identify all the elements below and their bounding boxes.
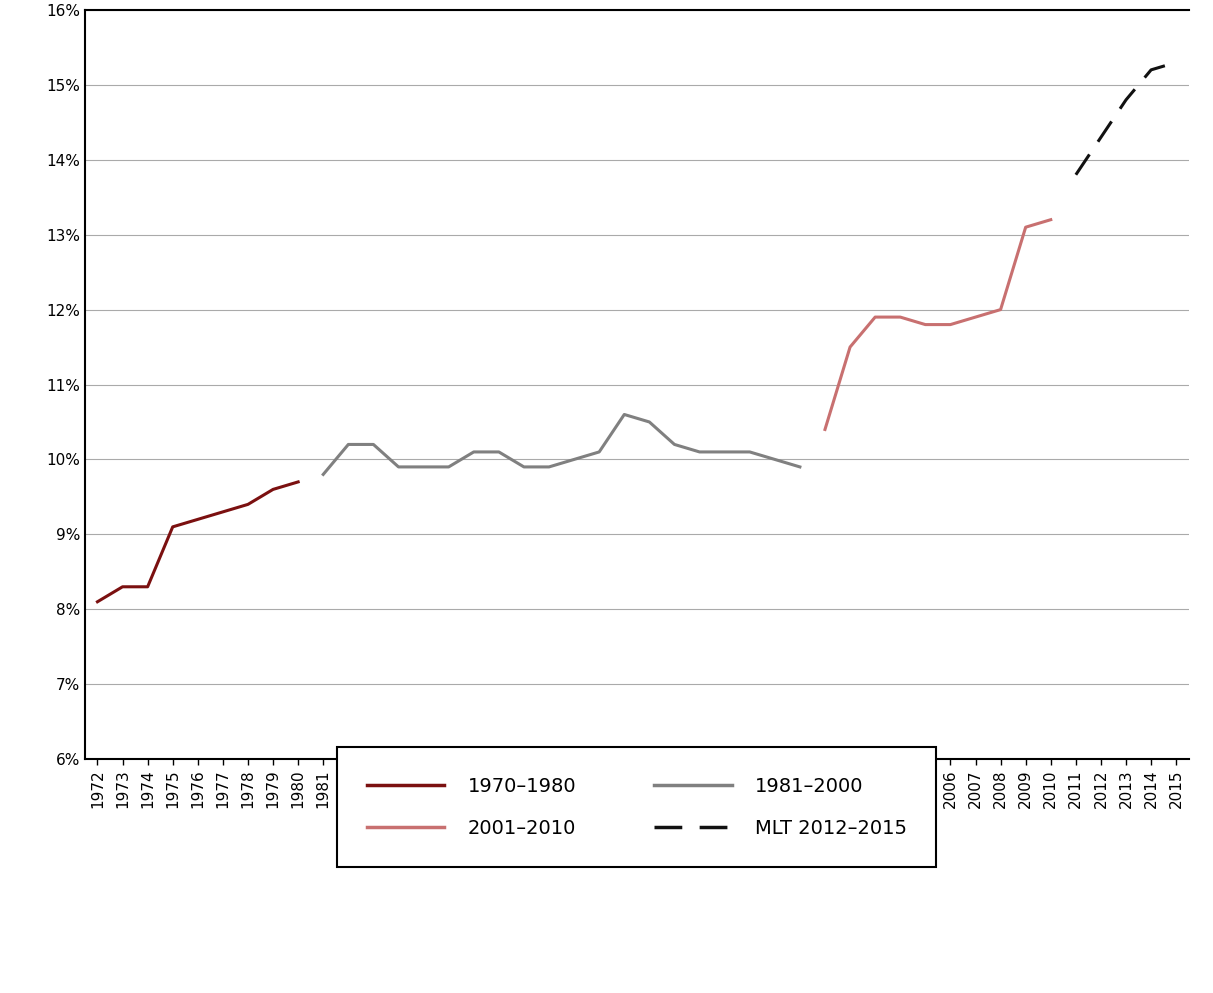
Legend: 1970–1980, 2001–2010, 1981–2000, MLT 2012–2015: 1970–1980, 2001–2010, 1981–2000, MLT 201…: [337, 748, 936, 867]
